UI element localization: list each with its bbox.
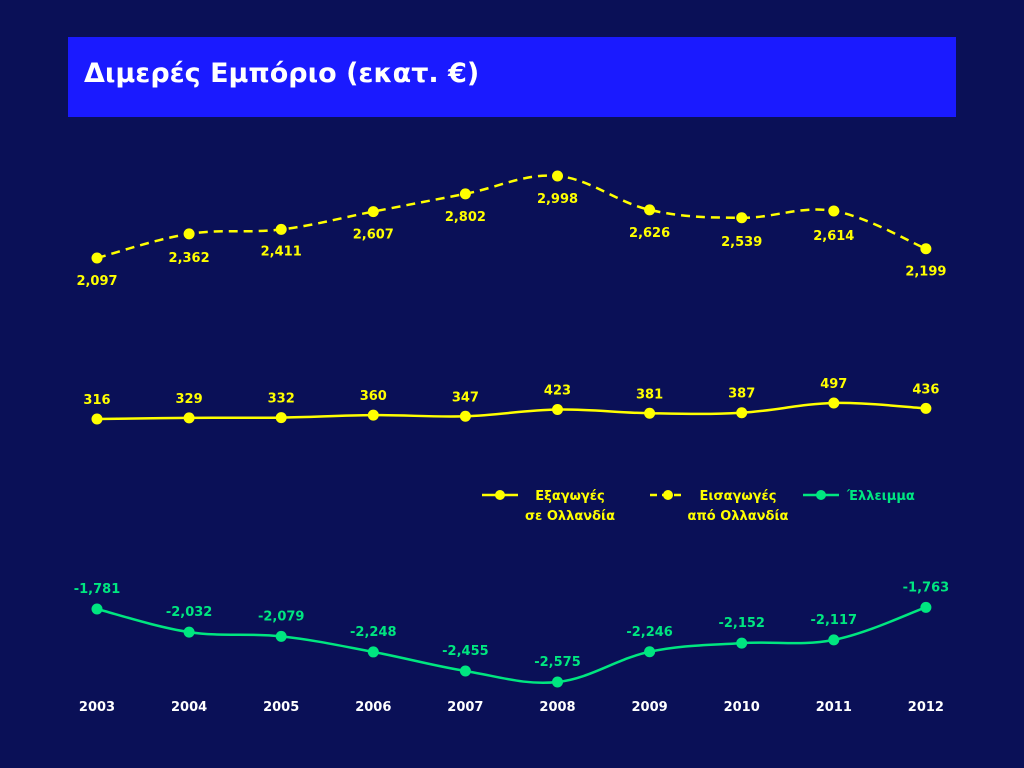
data-point-imports-2010 xyxy=(736,212,748,224)
data-point-exports-2010 xyxy=(736,407,748,419)
x-tick-label-2007: 2007 xyxy=(447,700,483,715)
data-label-deficit-2004: -2,032 xyxy=(166,605,213,620)
data-label-deficit-2011: -2,117 xyxy=(811,613,858,628)
data-label-deficit-2006: -2,248 xyxy=(350,625,397,640)
data-point-deficit-2011 xyxy=(828,634,840,646)
x-tick-label-2009: 2009 xyxy=(632,700,668,715)
data-label-imports-2006: 2,607 xyxy=(353,228,394,243)
data-point-imports-2007 xyxy=(459,188,471,200)
legend-label-exports-line-1: Εξαγωγές xyxy=(535,489,604,504)
series-imports: 2,097 2,362 2,411 2,607 2,802 2,998 2,626 2,539… xyxy=(76,170,946,289)
data-label-deficit-2005: -2,079 xyxy=(258,609,305,624)
data-label-exports-2005: 332 xyxy=(268,392,295,407)
data-label-exports-2006: 360 xyxy=(360,389,387,404)
data-point-exports-2003 xyxy=(91,413,103,425)
data-label-exports-2003: 316 xyxy=(83,393,110,408)
x-tick-label-2010: 2010 xyxy=(724,700,760,715)
x-axis: 2003 2004 2005 2006 2007 2008 2009 2010 2011 2012 xyxy=(79,700,944,715)
legend-label-imports-line-1: Εισαγωγές xyxy=(700,489,777,504)
legend-swatch-marker-deficit xyxy=(816,490,826,500)
data-label-deficit-2003: -1,781 xyxy=(74,582,121,597)
x-tick-label-2005: 2005 xyxy=(263,700,299,715)
x-tick-label-2006: 2006 xyxy=(355,700,391,715)
legend-label-deficit-line-1: Έλλειμμα xyxy=(846,489,915,504)
data-label-imports-2011: 2,614 xyxy=(813,229,854,244)
data-point-deficit-2012 xyxy=(920,601,932,613)
data-point-exports-2009 xyxy=(644,407,656,419)
data-point-imports-2006 xyxy=(367,206,379,218)
data-point-imports-2008 xyxy=(552,170,563,182)
legend: Εξαγωγές σε Ολλανδία Εισαγωγές από Ολλανδία… xyxy=(482,489,915,524)
data-label-imports-2008: 2,998 xyxy=(537,192,578,207)
data-point-deficit-2003 xyxy=(91,603,103,615)
series-line-deficit xyxy=(96,606,927,684)
data-label-imports-2004: 2,362 xyxy=(169,251,210,266)
data-label-exports-2007: 347 xyxy=(452,390,479,405)
series-deficit: -1,781 -2,032 -2,079 -2,248 -2,455 -2,575 -2,2… xyxy=(74,580,950,688)
data-label-imports-2012: 2,199 xyxy=(905,265,946,280)
data-point-exports-2008 xyxy=(552,404,563,416)
legend-item-exports: Εξαγωγές σε Ολλανδία xyxy=(482,489,615,524)
data-label-imports-2010: 2,539 xyxy=(721,235,762,250)
data-label-exports-2011: 497 xyxy=(820,377,847,392)
data-label-deficit-2012: -1,763 xyxy=(903,580,950,595)
title-bar: Διμερές Εμπόριο (εκατ. €) xyxy=(68,37,956,117)
data-label-deficit-2010: -2,152 xyxy=(718,616,765,631)
x-tick-label-2012: 2012 xyxy=(908,700,944,715)
data-label-deficit-2007: -2,455 xyxy=(442,644,489,659)
series-line-exports xyxy=(96,401,926,421)
data-point-exports-2012 xyxy=(920,402,932,414)
data-point-imports-2012 xyxy=(920,243,932,255)
series-line-imports xyxy=(96,174,927,260)
data-label-deficit-2009: -2,246 xyxy=(626,625,673,640)
data-point-imports-2004 xyxy=(183,228,195,240)
data-point-exports-2004 xyxy=(183,412,195,424)
data-label-imports-2007: 2,802 xyxy=(445,210,486,225)
data-point-imports-2009 xyxy=(644,204,656,216)
legend-item-imports: Εισαγωγές από Ολλανδία xyxy=(650,489,789,524)
data-point-deficit-2006 xyxy=(367,646,379,658)
data-label-deficit-2008: -2,575 xyxy=(534,655,581,670)
data-label-exports-2004: 329 xyxy=(176,392,203,407)
legend-swatch-marker-exports xyxy=(495,490,505,500)
data-point-deficit-2010 xyxy=(736,637,748,649)
legend-label-exports-line-2: σε Ολλανδία xyxy=(525,509,615,524)
data-label-imports-2009: 2,626 xyxy=(629,226,670,241)
data-point-exports-2005 xyxy=(275,412,287,424)
series-exports: 316 329 332 360 347 423 381 387 497 436 xyxy=(83,377,939,425)
data-point-imports-2003 xyxy=(91,252,103,264)
x-tick-label-2003: 2003 xyxy=(79,700,115,715)
data-label-imports-2005: 2,411 xyxy=(261,244,302,259)
legend-label-imports-line-2: από Ολλανδία xyxy=(688,509,789,524)
data-point-exports-2006 xyxy=(367,409,379,421)
data-label-exports-2009: 381 xyxy=(636,387,663,402)
legend-item-deficit: Έλλειμμα xyxy=(803,489,915,504)
data-point-exports-2007 xyxy=(459,410,471,422)
chart-title: Διμερές Εμπόριο (εκατ. €) xyxy=(84,58,480,89)
data-point-deficit-2009 xyxy=(644,646,656,658)
data-point-imports-2005 xyxy=(275,223,287,235)
x-tick-label-2008: 2008 xyxy=(539,700,575,715)
x-tick-label-2004: 2004 xyxy=(171,700,207,715)
data-label-imports-2003: 2,097 xyxy=(76,274,117,289)
data-point-deficit-2008 xyxy=(552,676,563,688)
data-point-exports-2011 xyxy=(828,397,840,409)
legend-swatch-marker-imports xyxy=(663,490,673,500)
data-label-exports-2010: 387 xyxy=(728,387,755,402)
x-tick-label-2011: 2011 xyxy=(816,700,852,715)
data-point-imports-2011 xyxy=(828,205,840,217)
data-point-deficit-2004 xyxy=(183,626,195,638)
data-point-deficit-2005 xyxy=(275,630,287,642)
data-label-exports-2012: 436 xyxy=(912,382,939,397)
data-point-deficit-2007 xyxy=(459,665,471,677)
data-label-exports-2008: 423 xyxy=(544,384,571,399)
